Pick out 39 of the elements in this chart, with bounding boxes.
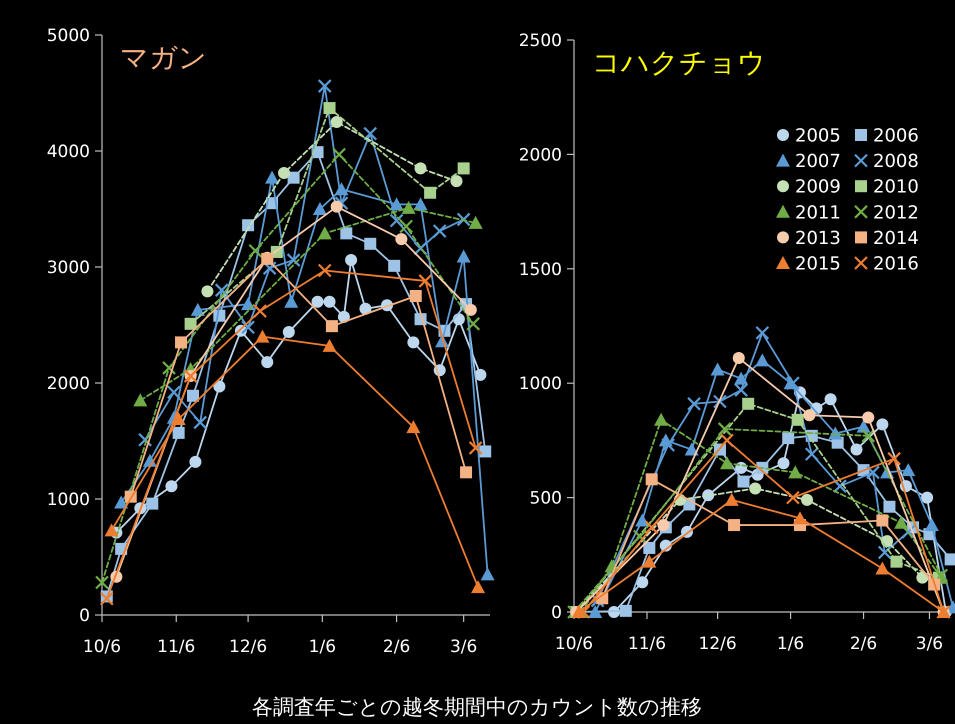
y-tick-label: 1000 (46, 490, 90, 510)
chart-title: マガン (120, 41, 207, 74)
x-tick-label: 3/6 (450, 637, 478, 657)
y-tick-label: 5000 (46, 26, 90, 46)
x-tick-label: 12/6 (698, 634, 737, 654)
legend-label: 2007 (795, 151, 841, 172)
legend-label: 2010 (873, 176, 919, 198)
legend-label: 2013 (795, 228, 841, 249)
y-tick-label: 2500 (518, 31, 562, 51)
x-tick-label: 11/6 (628, 634, 666, 654)
legend-label: 2012 (873, 202, 919, 224)
x-tick-label: 11/6 (157, 637, 196, 657)
x-tick-label: 2/6 (382, 637, 410, 657)
x-tick-label: 10/6 (82, 637, 122, 657)
y-tick-label: 0 (79, 606, 90, 626)
y-tick-label: 1500 (518, 260, 562, 280)
text: 各調査年ごとの越冬期間中のカウント数の推移 (252, 695, 702, 719)
legend-label: 2009 (795, 176, 841, 198)
y-tick-label: 4000 (46, 142, 90, 162)
y-tick-label: 2000 (46, 374, 90, 394)
x-tick-label: 12/6 (229, 637, 268, 657)
x-tick-label: 1/6 (776, 634, 804, 654)
legend-label: 2016 (873, 254, 919, 274)
x-tick-label: 2/6 (850, 634, 878, 654)
legend-label: 2015 (795, 254, 841, 274)
legend-label: 2005 (795, 126, 841, 146)
chart-title: コハクチョウ (592, 46, 766, 79)
x-tick-label: 10/6 (554, 634, 594, 654)
y-tick-label: 2000 (518, 145, 562, 166)
y-tick-label: 1000 (518, 374, 562, 394)
y-tick-label: 3000 (46, 258, 90, 278)
legend-label: 2014 (873, 228, 919, 249)
x-tick-label: 1/6 (308, 637, 336, 657)
y-tick-label: 0 (551, 603, 562, 623)
legend-label: 2008 (873, 151, 919, 172)
legend-label: 2011 (795, 202, 841, 224)
y-tick-label: 500 (530, 488, 562, 509)
x-tick-label: 3/6 (916, 634, 944, 654)
legend-label: 2006 (873, 126, 919, 146)
